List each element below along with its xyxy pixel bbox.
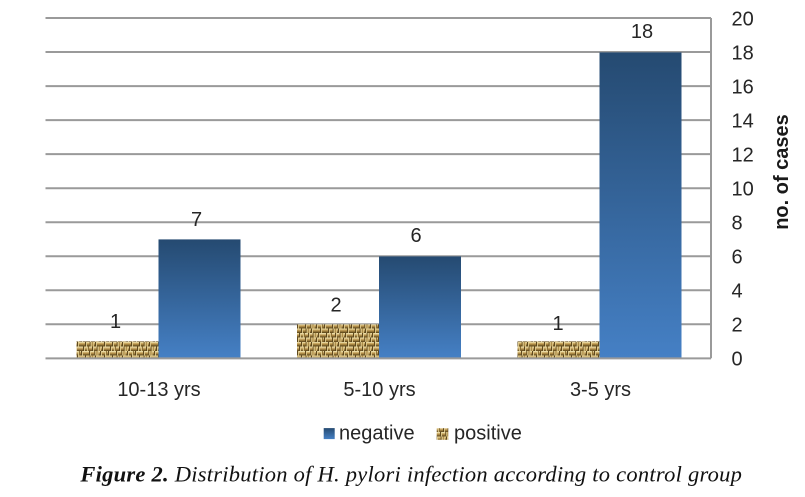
svg-text:18: 18 xyxy=(732,42,754,64)
svg-text:20: 20 xyxy=(732,8,754,30)
svg-text:negative: negative xyxy=(339,422,415,444)
svg-text:2: 2 xyxy=(732,315,743,337)
svg-text:4: 4 xyxy=(732,281,743,303)
svg-text:7: 7 xyxy=(191,209,202,231)
svg-text:2: 2 xyxy=(330,295,341,317)
svg-text:no. of cases: no. of cases xyxy=(771,114,793,230)
svg-text:0: 0 xyxy=(732,349,743,371)
svg-text:8: 8 xyxy=(732,213,743,235)
svg-text:1: 1 xyxy=(110,311,121,333)
svg-text:6: 6 xyxy=(410,225,421,247)
svg-text:14: 14 xyxy=(732,110,754,132)
svg-text:3-5 yrs: 3-5 yrs xyxy=(570,379,631,401)
svg-text:18: 18 xyxy=(631,21,653,43)
svg-text:1: 1 xyxy=(552,313,563,335)
svg-text:6: 6 xyxy=(732,247,743,269)
svg-text:10: 10 xyxy=(732,179,754,201)
svg-text:16: 16 xyxy=(732,76,754,98)
svg-text:5-10 yrs: 5-10 yrs xyxy=(343,379,415,401)
svg-text:10-13 yrs: 10-13 yrs xyxy=(117,379,200,401)
svg-text:12: 12 xyxy=(732,144,754,166)
svg-text:Figure 2. Distribution of H. p: Figure 2. Distribution of H. pylori infe… xyxy=(79,461,742,486)
svg-text:positive: positive xyxy=(454,422,522,444)
